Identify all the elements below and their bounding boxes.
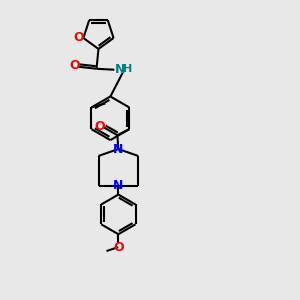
Text: O: O <box>74 31 84 44</box>
Text: H: H <box>123 64 132 74</box>
Text: O: O <box>113 241 124 254</box>
Text: N: N <box>115 63 125 76</box>
Text: O: O <box>94 120 105 133</box>
Text: N: N <box>113 142 124 155</box>
Text: N: N <box>113 179 124 192</box>
Text: O: O <box>69 59 80 72</box>
